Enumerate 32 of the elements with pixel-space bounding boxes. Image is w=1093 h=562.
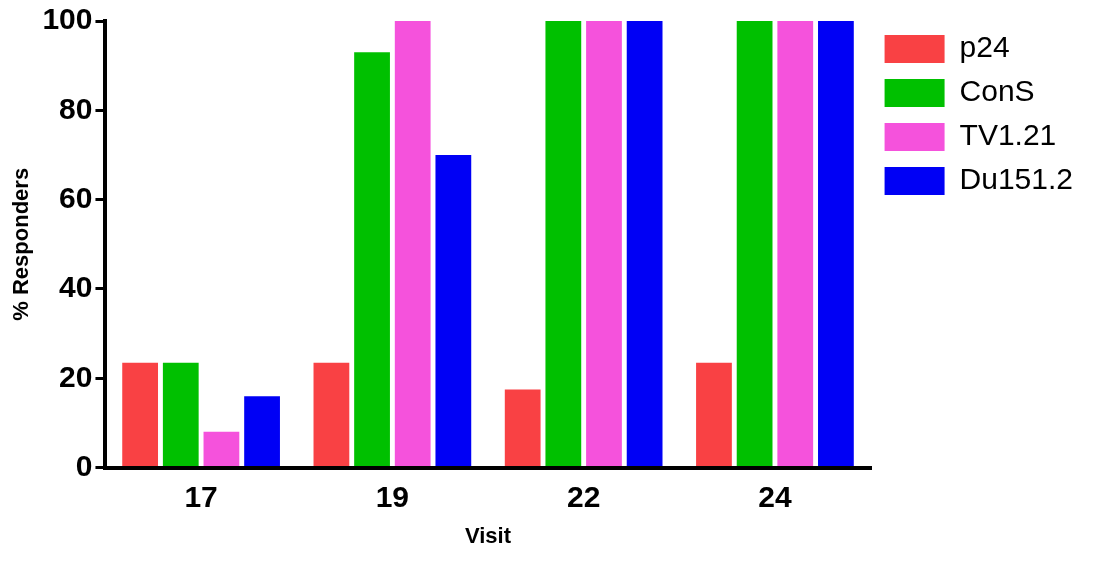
x-tick-label: 17 xyxy=(184,479,218,513)
y-tick-label: 100 xyxy=(42,2,93,36)
bar xyxy=(203,431,240,467)
x-axis-title: Visit xyxy=(464,522,512,548)
x-tick-label: 22 xyxy=(566,479,601,513)
bar xyxy=(354,52,390,467)
y-tick-label: 0 xyxy=(75,448,93,482)
legend-label: Du151.2 xyxy=(959,162,1074,196)
bar xyxy=(122,362,159,467)
y-tick-label: 80 xyxy=(59,91,93,125)
bar xyxy=(586,21,622,467)
bar xyxy=(435,154,472,467)
y-tick-label: 60 xyxy=(59,180,93,214)
bar xyxy=(696,362,732,467)
x-tick-label: 19 xyxy=(375,479,410,513)
y-tick-label: 40 xyxy=(59,270,93,304)
bar xyxy=(313,362,350,467)
bar xyxy=(504,389,541,467)
y-tick-label: 20 xyxy=(59,359,93,393)
bar xyxy=(394,21,431,467)
bar xyxy=(818,21,854,467)
bar xyxy=(162,362,199,467)
x-tick-label: 24 xyxy=(758,479,792,513)
legend-label: p24 xyxy=(959,30,1010,64)
bar xyxy=(777,21,814,467)
y-axis-title: % Responders xyxy=(8,167,34,321)
bar xyxy=(545,21,582,467)
bar xyxy=(244,396,280,467)
legend-label: ConS xyxy=(959,74,1035,108)
bar xyxy=(626,21,663,467)
bar xyxy=(736,21,773,467)
legend-label: TV1.21 xyxy=(959,118,1057,152)
